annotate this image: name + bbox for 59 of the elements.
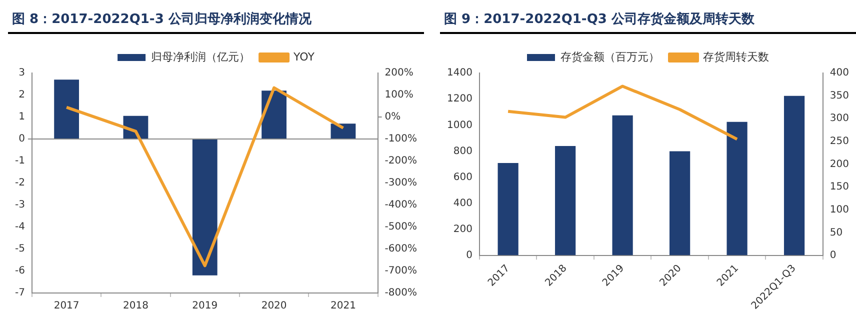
y-tick-label: 200: [453, 224, 472, 236]
y2-tick-label: -200%: [384, 156, 418, 167]
y-tick-label: -7: [14, 288, 25, 299]
chart-title: 图 8：2017-2022Q1-3 公司归母净利润变化情况: [8, 8, 424, 34]
y2-tick-label: 150: [830, 182, 850, 193]
y2-tick-label: -500%: [384, 222, 418, 233]
y-tick-label: 600: [453, 172, 472, 183]
y2-tick-label: 50: [830, 227, 843, 238]
y-tick-label: 2: [18, 90, 25, 101]
bar: [612, 115, 633, 256]
y2-tick-label: -700%: [384, 266, 418, 277]
x-tick-label: 2020: [261, 300, 287, 312]
y-tick-label: 800: [453, 146, 472, 157]
bar: [330, 124, 356, 138]
y-tick-label: -3: [14, 200, 25, 211]
y2-tick-label: -600%: [384, 244, 418, 255]
bar: [54, 80, 80, 138]
y2-tick-label: 0%: [384, 112, 401, 123]
y2-tick-label: -400%: [384, 200, 418, 211]
y2-tick-label: -300%: [384, 178, 418, 189]
y-tick-label: -5: [14, 244, 25, 255]
bar: [784, 96, 805, 256]
y-tick-label: 3: [18, 68, 25, 79]
y-tick-label: 0: [18, 134, 25, 145]
y2-tick-label: 200%: [384, 68, 414, 79]
y2-tick-label: 350: [830, 90, 850, 102]
y2-tick-label: -100%: [384, 134, 418, 145]
y-tick-label: -1: [14, 156, 25, 167]
legend-label: YOY: [292, 50, 315, 64]
bar: [670, 151, 690, 256]
legend-label: 存货金额（百万元）: [560, 50, 660, 64]
y2-tick-label: 300: [830, 113, 850, 124]
y2-tick-label: 250: [830, 136, 850, 148]
legend-label: 存货周转天数: [703, 50, 769, 64]
y-tick-label: 1000: [446, 120, 472, 131]
bar: [498, 162, 518, 256]
x-tick-label: 2017: [54, 300, 80, 312]
y2-tick-label: 100: [830, 204, 850, 216]
legend-label: 归母净利润（亿元）: [151, 50, 250, 64]
bar: [555, 146, 576, 256]
y2-tick-label: 200: [830, 158, 850, 170]
y-tick-label: 1200: [446, 94, 472, 105]
x-tick-label: 2018: [122, 300, 148, 312]
y2-tick-label: 400: [830, 68, 850, 79]
y-tick-label: -4: [14, 222, 25, 233]
y-tick-label: -6: [14, 266, 25, 277]
x-tick-label: 2021: [330, 300, 356, 312]
bar: [192, 140, 218, 276]
y-tick-label: 0: [466, 250, 472, 262]
y-tick-label: -2: [14, 178, 25, 189]
y2-tick-label: -800%: [384, 288, 418, 299]
x-tick-label: 2019: [192, 300, 218, 312]
y2-tick-label: 100%: [384, 90, 414, 101]
y2-tick-label: 0: [830, 250, 836, 262]
y-tick-label: 400: [453, 198, 472, 210]
chart-title: 图 9：2017-2022Q1-Q3 公司存货金额及周转天数: [440, 8, 856, 34]
y-tick-label: 1400: [446, 68, 472, 79]
bar: [726, 122, 748, 256]
y-tick-label: 1: [18, 112, 25, 123]
